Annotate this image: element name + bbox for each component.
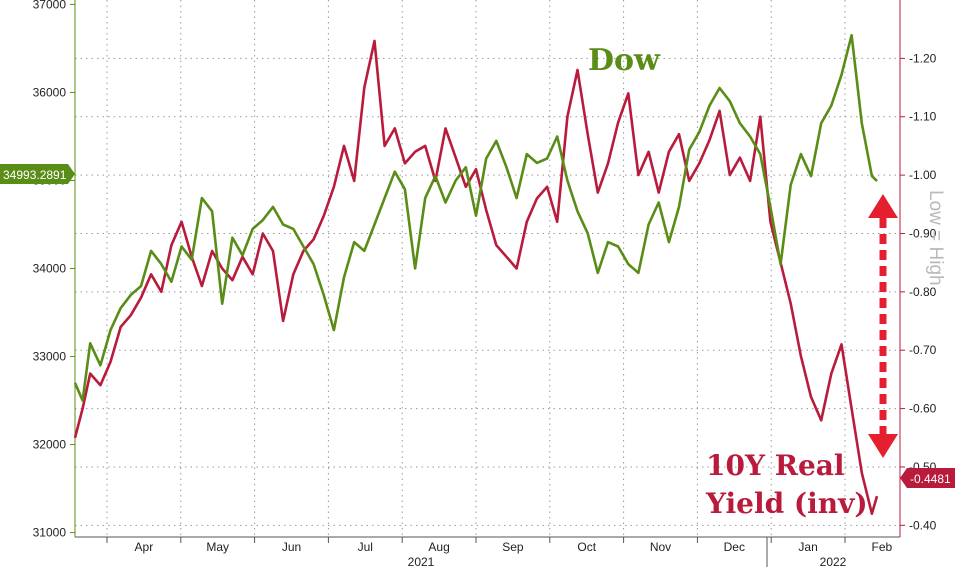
left-tick-label: 32000 [33, 438, 67, 452]
right-tick-label: -0.90 [909, 226, 937, 240]
dow-last-value-badge: 34993.2891 [0, 164, 75, 184]
real-yield-annotation-line2: Yield (inv) [705, 487, 868, 520]
right-tick-label: -1.10 [909, 110, 937, 124]
dow-last-value: 34993.2891 [3, 168, 67, 182]
series [73, 33, 879, 516]
right-tick-label: -1.20 [909, 51, 937, 65]
x-tick-label-month: Sep [502, 540, 524, 554]
dow-series-line [73, 33, 878, 402]
x-tick-label-month: Nov [650, 540, 671, 554]
left-tick-label: 37000 [33, 0, 67, 11]
left-tick-label: 36000 [33, 85, 67, 99]
left-axis-ticks: 31000320003300034000350003600037000 [33, 0, 75, 540]
left-tick-label: 33000 [33, 350, 67, 364]
real-yield-last-value-badge: -0.4481 [900, 468, 955, 488]
right-tick-label: -0.60 [909, 402, 937, 416]
dow-annotation: Dow [588, 43, 661, 78]
left-tick-label: 31000 [33, 526, 67, 540]
real-yield-series-line [73, 39, 879, 516]
x-tick-label-month: May [206, 540, 229, 554]
right-tick-label: -1.00 [909, 168, 937, 182]
real-yield-last-value: -0.4481 [910, 472, 951, 486]
double-arrow-icon [868, 194, 898, 458]
grid [75, 0, 900, 537]
right-tick-label: -0.40 [909, 518, 937, 532]
x-tick-label-month: Oct [577, 540, 596, 554]
right-axis-ticks: -0.40-0.50-0.60-0.70-0.80-0.90-1.00-1.10… [900, 51, 937, 532]
x-tick-label-month: Jul [358, 540, 373, 554]
x-tick-label-month: Apr [135, 540, 154, 554]
right-tick-label: -0.70 [909, 343, 937, 357]
right-axis-label: Low = High [925, 190, 946, 286]
x-tick-label-month: Aug [428, 540, 449, 554]
real-yield-annotation-line1: 10Y Real [706, 449, 845, 482]
x-axis-ticks: Apr May Jun Jul Aug Sep Oct Nov Dec Jan Feb 2021 202… [106, 537, 893, 567]
x-tick-label-year: 2021 [408, 555, 435, 567]
right-tick-label: -0.80 [909, 285, 937, 299]
x-tick-label-month: Jan [798, 540, 817, 554]
x-tick-label-month: Dec [724, 540, 745, 554]
left-tick-label: 34000 [33, 262, 67, 276]
x-tick-label-month: Jun [282, 540, 301, 554]
x-tick-label-month: Feb [872, 540, 893, 554]
x-tick-label-year: 2022 [820, 555, 847, 567]
